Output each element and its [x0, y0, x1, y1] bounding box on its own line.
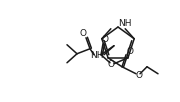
- Text: NH: NH: [90, 51, 104, 60]
- Text: NH: NH: [118, 19, 132, 28]
- Text: O: O: [127, 47, 134, 56]
- Text: O: O: [80, 29, 87, 38]
- Text: O: O: [107, 60, 114, 69]
- Text: O: O: [102, 35, 109, 44]
- Text: O: O: [136, 71, 143, 80]
